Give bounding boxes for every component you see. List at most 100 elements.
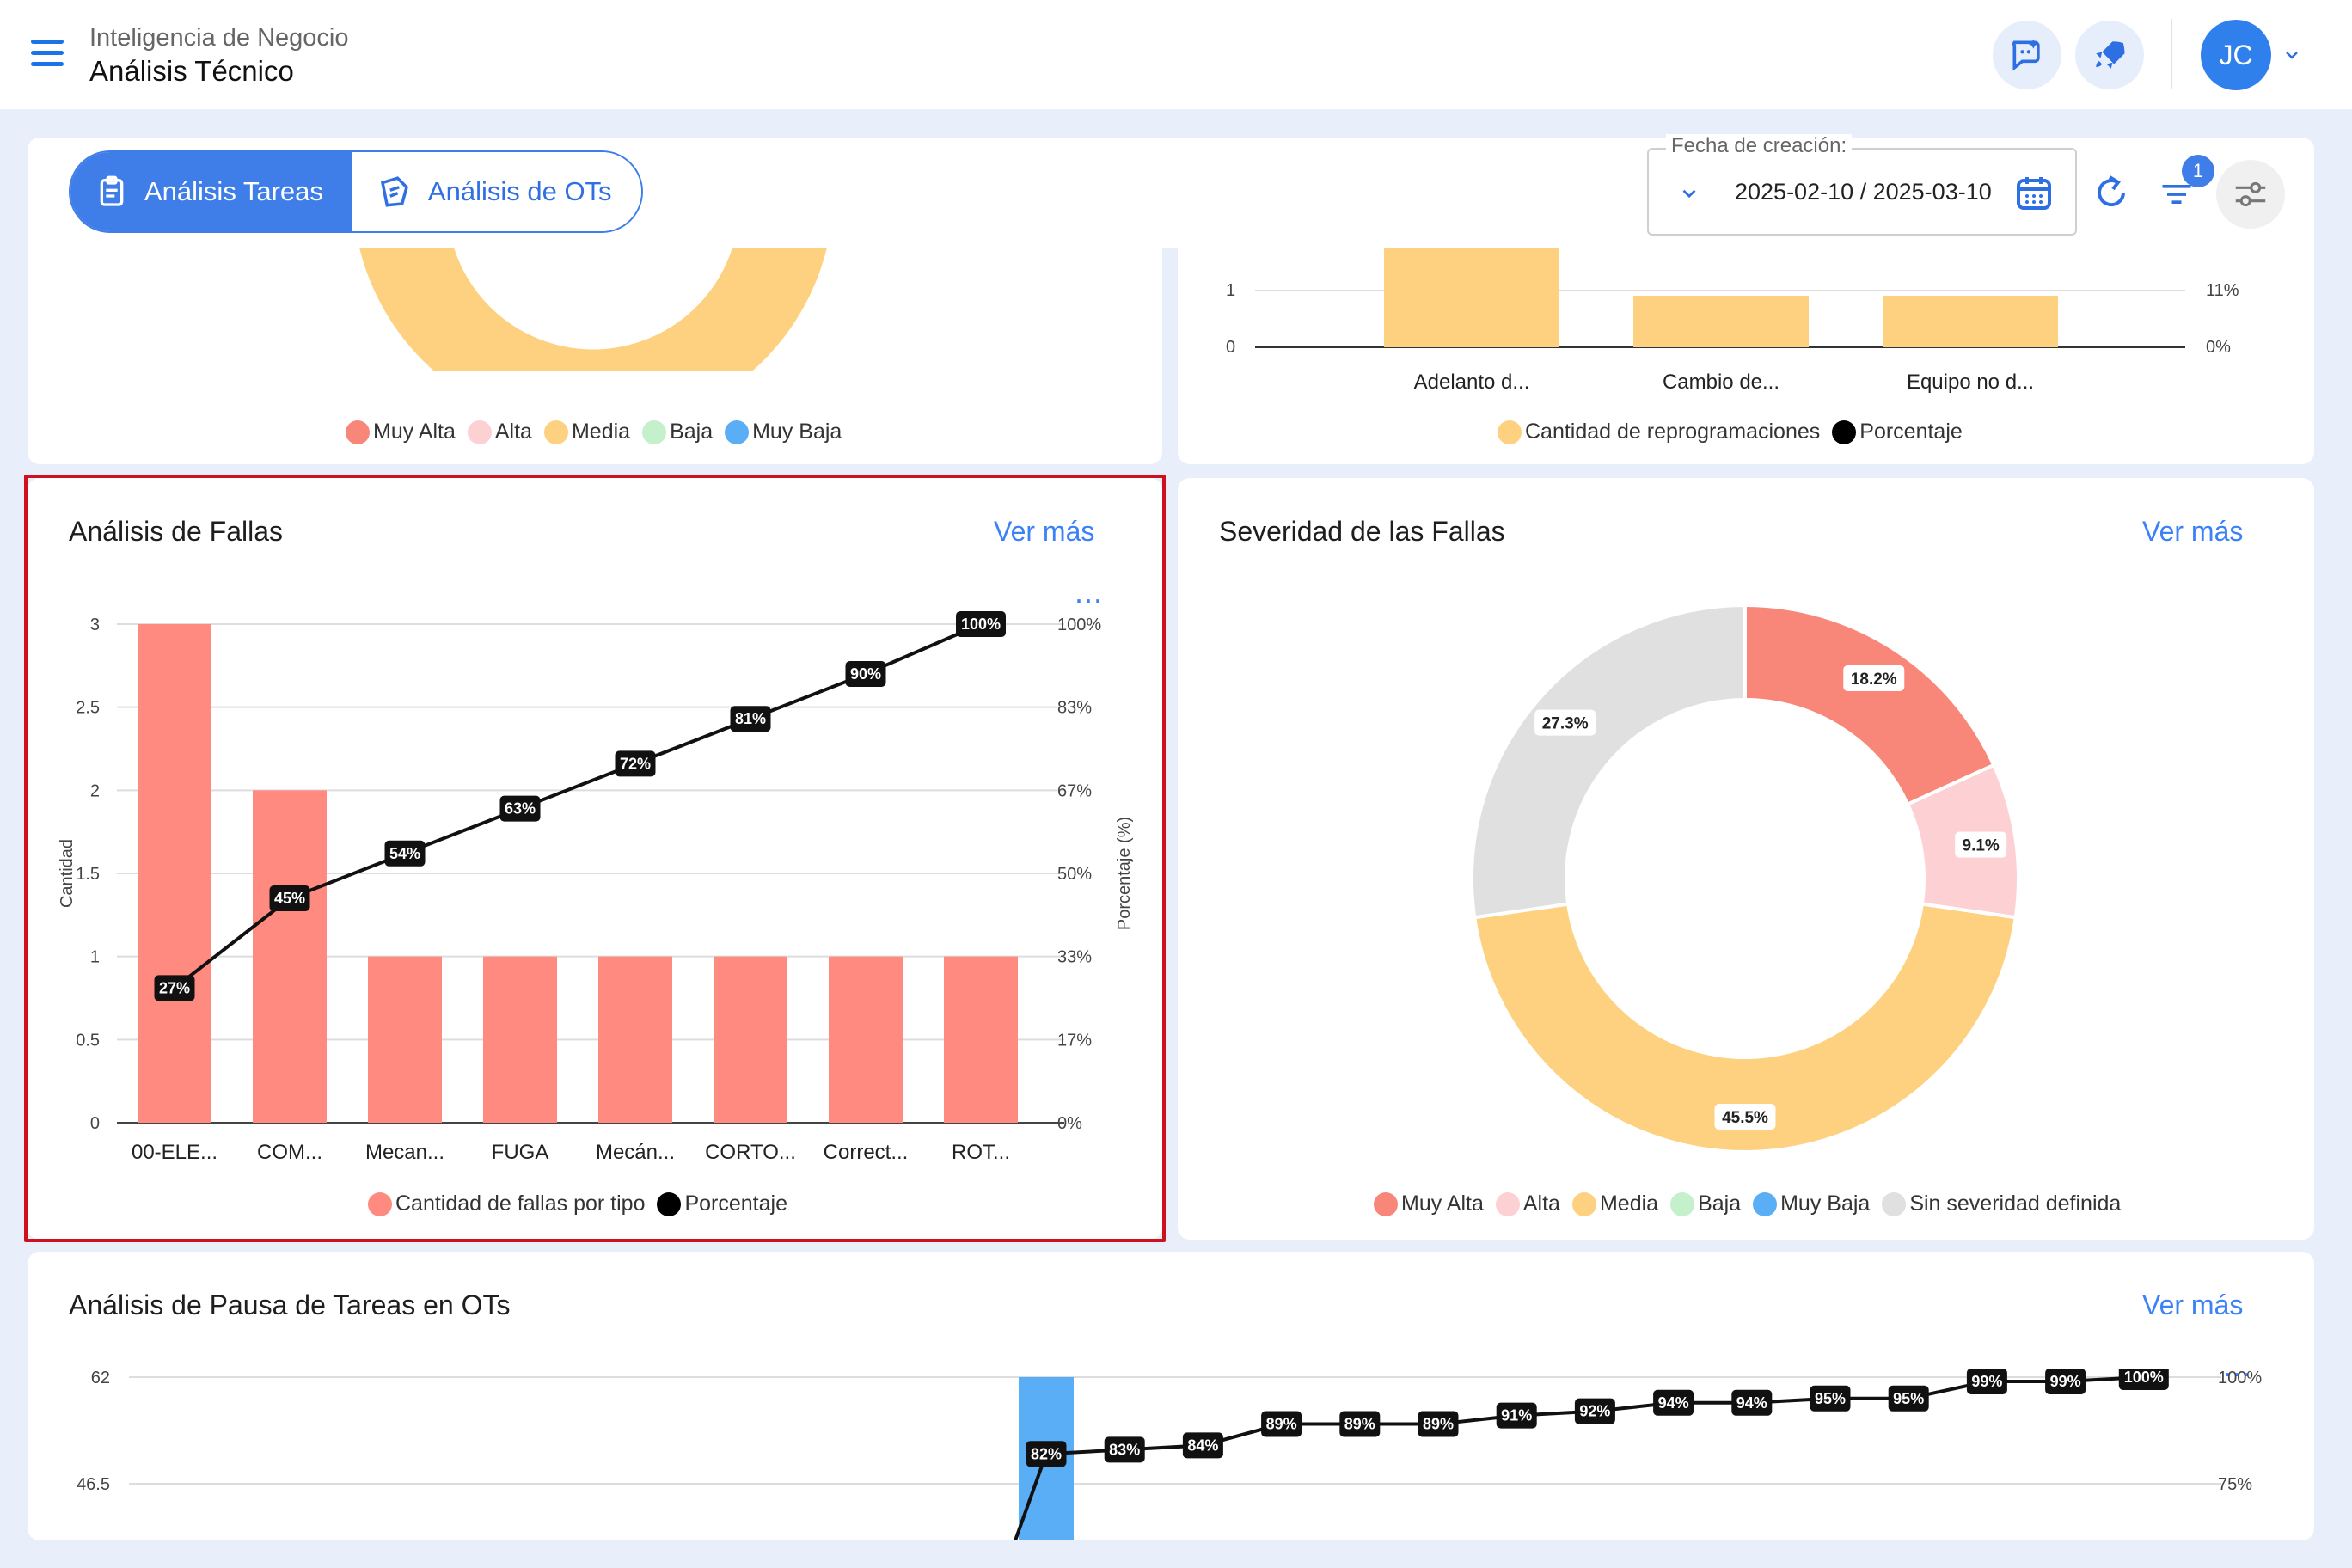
point-label-box [2118, 1369, 2169, 1390]
legend-item[interactable]: Media [1571, 1191, 1658, 1216]
point-label: 94% [1658, 1394, 1689, 1412]
legend-item[interactable]: Porcentaje [1832, 420, 1963, 444]
legend-dot [725, 420, 750, 444]
chevron-down-icon[interactable] [2282, 45, 2302, 65]
legend-item[interactable]: Baja [642, 420, 713, 444]
legend-label: Muy Alta [373, 420, 456, 444]
x-tick: FUGA [492, 1141, 549, 1164]
bar[interactable] [1883, 296, 2058, 347]
bar[interactable] [1633, 296, 1809, 347]
legend-label: Sin severidad definida [1909, 1191, 2122, 1216]
bar[interactable] [598, 956, 672, 1123]
point-label-box [956, 611, 1006, 637]
legend-item[interactable]: Muy Alta [1374, 1191, 1484, 1216]
chart-menu-icon[interactable]: ... [1075, 574, 1104, 609]
bar[interactable] [714, 956, 787, 1123]
legend-label: Muy Alta [1401, 1191, 1484, 1216]
point-label-box [2045, 1369, 2086, 1394]
ver-mas-link[interactable]: Ver más [994, 516, 1095, 547]
point-label: 81% [735, 710, 766, 727]
chat-ai-button[interactable] [1993, 21, 2061, 89]
y-tick: 46.5 [77, 1475, 110, 1494]
card-title: Análisis de Fallas [69, 516, 283, 547]
slice-label-box [1534, 709, 1596, 736]
fallas-legend: Cantidad de fallas por tipo Porcentaje [368, 1191, 799, 1216]
point-label-box [1574, 1398, 1615, 1424]
filter-count-badge: 1 [2182, 155, 2214, 187]
bar[interactable] [368, 956, 442, 1123]
legend-item[interactable]: Alta [1495, 1191, 1560, 1216]
legend-item[interactable]: Media [543, 420, 630, 444]
launch-button[interactable] [2075, 21, 2144, 89]
slice-label: 18.2% [1851, 671, 1897, 689]
bar[interactable] [1384, 248, 1559, 347]
point-label: 90% [850, 665, 881, 683]
slice-label-box [1955, 831, 2007, 858]
legend-item[interactable]: Muy Alta [346, 420, 456, 444]
legend-dot [1571, 1191, 1596, 1216]
legend-item[interactable]: Alta [467, 420, 532, 444]
y-tick: 1.5 [76, 865, 100, 884]
ver-mas-link[interactable]: Ver más [2142, 1289, 2244, 1320]
y-tick: 0 [1226, 338, 1235, 357]
calendar-icon[interactable] [2013, 172, 2055, 213]
pareto-line [1014, 1375, 2144, 1540]
bar[interactable] [829, 956, 903, 1123]
menu-icon[interactable] [31, 40, 64, 67]
date-range-value[interactable]: 2025-02-10 / 2025-03-10 [1735, 179, 1992, 205]
slice-label: 45.5% [1722, 1109, 1768, 1127]
date-range-field[interactable] [1647, 148, 2077, 236]
legend-item[interactable]: Muy Baja [1753, 1191, 1870, 1216]
donut-slice[interactable] [1472, 902, 2018, 1154]
x-tick: ROT... [952, 1141, 1010, 1164]
legend-item[interactable]: Sin severidad definida [1882, 1191, 2121, 1216]
refresh-icon[interactable] [2091, 172, 2132, 213]
legend-item[interactable]: Cantidad de fallas por tipo [368, 1191, 645, 1216]
legend-dot [1670, 1191, 1695, 1216]
point-label: 27% [159, 979, 190, 996]
point-label-box [730, 706, 771, 732]
avatar[interactable]: JC [2201, 20, 2271, 90]
tab-analisis-ots[interactable]: Análisis de OTs [352, 152, 641, 231]
y-tick-right: 83% [1057, 699, 1092, 718]
point-label-box [1810, 1385, 1851, 1412]
legend-item[interactable]: Cantidad de reprogramaciones [1498, 420, 1820, 444]
fallas-card: Análisis de Fallas Ver más ... 0 0% 0.5 17%… [28, 478, 1162, 1240]
point-label: 95% [1815, 1390, 1846, 1407]
severidad-donut: 18.2% 9.1% 45.5% 27.3% [1470, 603, 2020, 1154]
bar[interactable] [138, 624, 211, 1123]
point-label: 89% [1266, 1416, 1297, 1433]
y-tick-right: 11% [2206, 281, 2239, 300]
x-tick: 00-ELE... [132, 1141, 217, 1164]
point-label: 92% [1579, 1403, 1610, 1420]
reprog-card: 1 0 11% 0% Adelanto d... Cambio de... Eq… [1178, 199, 2314, 464]
chart-menu-icon[interactable]: ... [2223, 1348, 2252, 1383]
point-label: 89% [1344, 1416, 1375, 1433]
tab-analisis-tareas[interactable]: Análisis Tareas [70, 152, 352, 231]
legend-item[interactable]: Porcentaje [657, 1191, 787, 1216]
point-label-box [1261, 1411, 1302, 1437]
donut-slice[interactable] [1743, 603, 1996, 807]
filter-icon[interactable] [2158, 175, 2196, 213]
ver-mas-link[interactable]: Ver más [2142, 516, 2244, 547]
pausa-chart: 62 46.5 100% 75% 82% 83% 84% 89% 89% 89% 91% 92% 94%… [77, 1369, 2262, 1540]
legend-item[interactable]: Muy Baja [725, 420, 842, 444]
legend-label: Muy Baja [1780, 1191, 1871, 1216]
legend-dot [467, 420, 492, 444]
bar[interactable] [483, 956, 557, 1123]
y-axis-label: Cantidad [58, 839, 77, 908]
y-tick-right: 100% [2218, 1369, 2262, 1387]
point-label-box [1182, 1432, 1223, 1459]
priority-legend: Muy Alta Alta Media Baja Muy Baja [346, 420, 854, 444]
chevron-down-icon[interactable] [1678, 182, 1700, 205]
legend-item[interactable]: Baja [1670, 1191, 1741, 1216]
donut-slice[interactable] [1470, 603, 1747, 920]
point-label-box [615, 750, 656, 777]
donut-slice-media [359, 248, 827, 371]
bar[interactable] [944, 956, 1018, 1123]
tab-label: Análisis de OTs [427, 176, 612, 206]
settings-button[interactable] [2216, 160, 2285, 229]
legend-label: Porcentaje [684, 1191, 787, 1216]
point-label-box [1496, 1402, 1537, 1429]
bar[interactable] [253, 790, 327, 1123]
